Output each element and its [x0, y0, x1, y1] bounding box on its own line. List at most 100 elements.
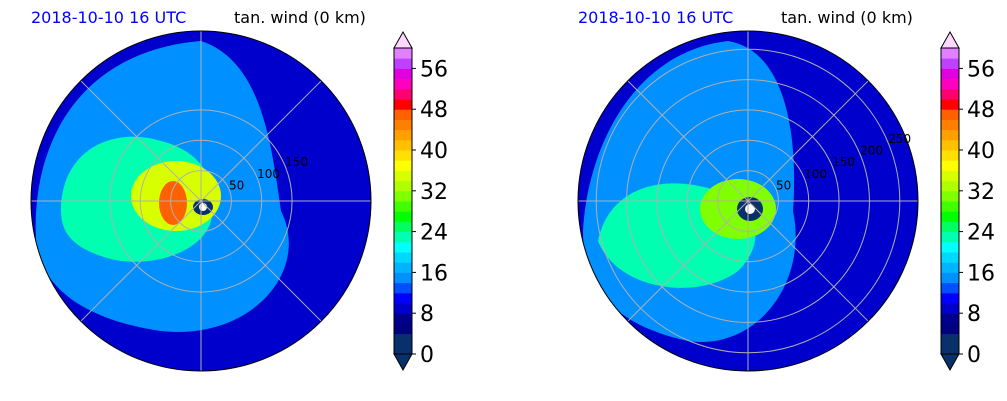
colorbar-segment — [394, 323, 412, 335]
grid-spoke — [747, 200, 869, 322]
colorbar-extend-max — [393, 30, 413, 49]
colorbar-segment — [941, 150, 959, 161]
title-var-left: tan. wind (0 km) — [234, 8, 366, 27]
grid-spoke — [627, 80, 749, 202]
grid-spoke — [80, 200, 202, 322]
colorbar-tick-label: 24 — [420, 221, 448, 246]
colorbar-tick-label: 32 — [420, 180, 448, 205]
colorbar-segment — [941, 231, 959, 243]
colorbar-tick-label: 24 — [967, 221, 995, 246]
colorbar-segment — [394, 139, 412, 151]
colorbar-segment — [394, 160, 412, 171]
colorbar-segment — [394, 241, 412, 253]
colorbar-segment — [394, 343, 412, 355]
colorbar-tick-label: 56 — [420, 57, 448, 82]
panel-right: 2018-10-10 16 UTC tan. wind (0 km) 50 100… — [547, 0, 1007, 401]
radial-tick-label: 150 — [285, 155, 308, 169]
colorbar-segment — [394, 150, 412, 161]
colorbar-frame — [393, 47, 413, 355]
colorbar-tick-label: 56 — [967, 57, 995, 82]
colorbar-tick-label: 0 — [420, 343, 434, 368]
polar-frame — [577, 30, 919, 372]
colorbar-tick-label: 8 — [967, 302, 981, 327]
colorbar-segment — [941, 119, 959, 131]
colorbar-segment — [394, 99, 412, 110]
radial-tick-label: 250 — [888, 132, 911, 146]
colorbar-segment — [394, 262, 412, 273]
colorbar-segment — [394, 201, 412, 212]
colorbar-segment — [394, 272, 412, 284]
colorbar-segment — [941, 190, 959, 202]
colorbar-segment — [941, 333, 959, 345]
colorbar-segment — [941, 252, 959, 263]
colorbar-segment — [941, 180, 959, 192]
colorbar-segment — [941, 303, 959, 314]
colorbar-segment — [941, 272, 959, 284]
panel-left: 2018-10-10 16 UTC tan. wind (0 km) 50 100… — [0, 0, 503, 401]
title-time-right: 2018-10-10 16 UTC — [578, 8, 734, 27]
radial-tick-label: 50 — [229, 178, 244, 192]
colorbar-segment — [394, 129, 412, 141]
colorbar-segment — [941, 88, 959, 100]
colorbar-segment — [941, 78, 959, 90]
colorbar-segment — [394, 303, 412, 314]
colorbar-segment — [394, 282, 412, 294]
colorbar-extend-min — [940, 353, 960, 372]
radial-tick-label: 50 — [776, 178, 791, 192]
eye-center — [745, 204, 755, 214]
colorbar-segment — [941, 323, 959, 335]
colorbar-segment — [941, 99, 959, 110]
colorbar-segment — [941, 241, 959, 253]
colorbar-segment — [394, 313, 412, 324]
grid-spoke — [200, 200, 322, 322]
eye-center — [199, 203, 207, 211]
field-region-max — [159, 181, 187, 225]
colorbar-tick-label: 48 — [420, 98, 448, 123]
colorbar-segment — [394, 221, 412, 233]
colorbar-segment — [941, 211, 959, 222]
colorbar-segment — [394, 78, 412, 90]
colorbar-segment — [941, 170, 959, 182]
radial-tick-label: 100 — [804, 167, 827, 181]
colorbar-segment — [941, 160, 959, 171]
colorbar-tick-label: 16 — [967, 261, 995, 286]
polar-frame — [30, 30, 372, 372]
colorbar-segment — [394, 211, 412, 222]
colorbar-tick-label: 0 — [967, 343, 981, 368]
radial-tick-label: 150 — [832, 155, 855, 169]
colorbar-segment — [394, 231, 412, 243]
colorbar-segment — [394, 170, 412, 182]
grid-spoke — [747, 80, 869, 202]
polar-chart-right: 50 100 150 200 250 0 8 16 24 32 40 48 56 — [577, 30, 995, 372]
colorbar-segment — [394, 119, 412, 131]
colorbar-tick-label: 40 — [420, 139, 448, 164]
colorbar-segment — [394, 190, 412, 202]
grid-spoke — [80, 80, 202, 202]
colorbar-segment — [394, 252, 412, 263]
radial-tick-label: 200 — [860, 144, 883, 158]
grid-spoke — [200, 80, 322, 202]
colorbar-segment — [941, 48, 959, 59]
colorbar-segment — [394, 333, 412, 345]
colorbar-tick-label: 8 — [420, 302, 434, 327]
colorbar-segment — [394, 180, 412, 192]
colorbar-segment — [394, 68, 412, 80]
colorbar-segment — [941, 262, 959, 273]
colorbar-segment — [394, 88, 412, 100]
title-var-right: tan. wind (0 km) — [781, 8, 913, 27]
colorbar-segment — [941, 313, 959, 324]
colorbar-extend-min — [393, 353, 413, 372]
colorbar-segment — [941, 129, 959, 141]
colorbar-segment — [941, 292, 959, 304]
colorbar-segment — [941, 109, 959, 120]
colorbar-extend-max — [940, 30, 960, 49]
colorbar-tick-label: 32 — [967, 180, 995, 205]
colorbar-frame — [940, 47, 960, 355]
colorbar-tick-label: 48 — [967, 98, 995, 123]
colorbar-segment — [941, 201, 959, 212]
colorbar-segment — [941, 282, 959, 294]
polar-chart-left: 50 100 150 0 8 16 24 32 40 48 56 — [30, 30, 448, 372]
colorbar-tick-label: 16 — [420, 261, 448, 286]
colorbar-segment — [941, 343, 959, 355]
title-time-left: 2018-10-10 16 UTC — [31, 8, 187, 27]
